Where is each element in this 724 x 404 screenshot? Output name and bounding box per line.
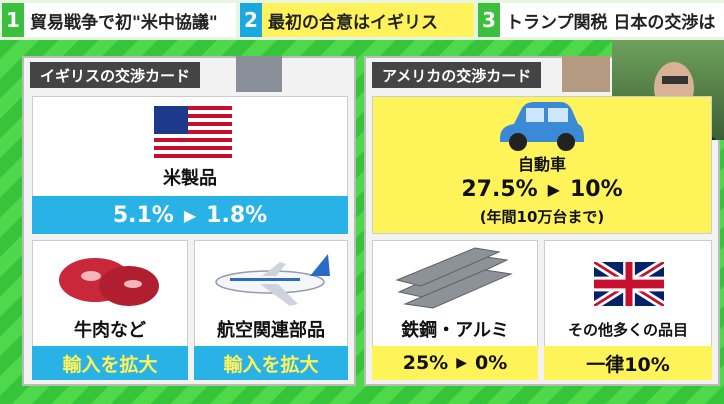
- note: (年間10万台まで): [479, 207, 605, 226]
- result: 輸入を拡大: [32, 346, 188, 380]
- item-label: 航空関連部品: [217, 320, 325, 341]
- topic-text: 最初の合意はイギリス: [262, 3, 474, 37]
- person-photo: [562, 56, 610, 92]
- result: 一律10%: [544, 346, 712, 380]
- rate-strip: 25% ▶ 0%: [372, 346, 538, 380]
- item-label: 鉄鋼・アルミ: [401, 320, 509, 341]
- topic-number: 3: [478, 3, 500, 37]
- item-label: その他多くの品目: [567, 320, 688, 339]
- rate-to: 0%: [475, 352, 508, 374]
- rate-to: 10%: [569, 176, 623, 202]
- topic-text: トランプ関税 日本の交渉は: [500, 3, 724, 37]
- item-label: 牛肉など: [74, 320, 146, 341]
- rate-to: 1.8%: [206, 202, 268, 228]
- item-label: 自動車: [517, 155, 566, 174]
- rate-from: 5.1%: [112, 202, 174, 228]
- beef-icon: [59, 258, 159, 306]
- rate: 27.5% ▶ 10%: [461, 176, 623, 202]
- uk-flag: [594, 262, 664, 306]
- result: 輸入を拡大: [194, 346, 348, 380]
- rate-strip: 5.1% ▶ 1.8%: [32, 196, 348, 234]
- topic-number: 1: [2, 3, 24, 37]
- rate-from: 25%: [402, 352, 449, 374]
- item-label: 米製品: [163, 168, 217, 189]
- panel-title: イギリスの交渉カード: [30, 62, 201, 88]
- plane-icon: [215, 254, 330, 306]
- panel-title: アメリカの交渉カード: [372, 62, 542, 88]
- person-photo: [236, 56, 282, 92]
- topic-number: 2: [240, 3, 262, 37]
- steel-icon: [395, 247, 513, 309]
- rate-from: 27.5%: [461, 176, 538, 202]
- topic-text: 貿易戦争で初"米中協議": [24, 3, 236, 37]
- car-icon: [500, 102, 584, 151]
- us-flag: [154, 106, 232, 158]
